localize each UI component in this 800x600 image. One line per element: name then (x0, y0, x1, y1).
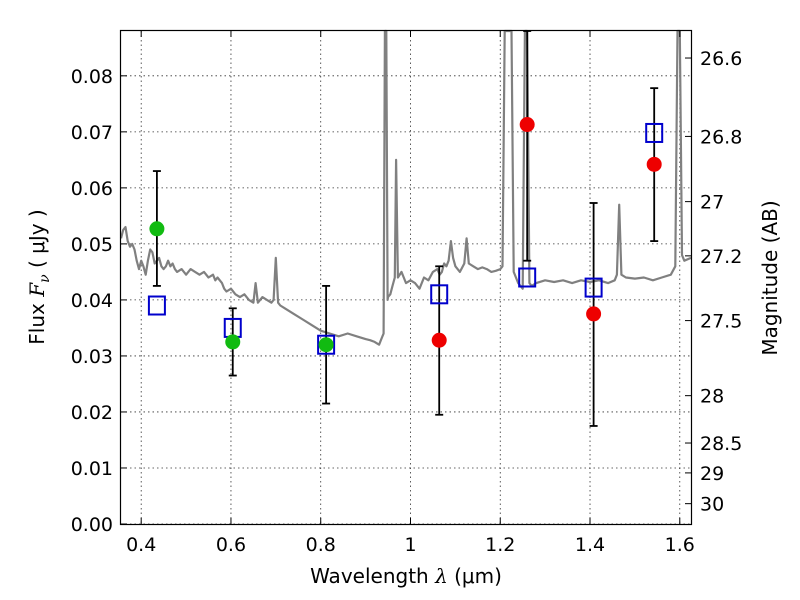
model-box-point (147, 295, 166, 316)
x-tick-label: 0.8 (306, 534, 336, 556)
model-box-point (645, 122, 664, 143)
mag-tick-label: 27.5 (700, 311, 742, 333)
mag-tick-label: 26.8 (700, 126, 742, 148)
x-tick-label: 0.6 (216, 534, 246, 556)
y-tick-label: 0.03 (71, 346, 113, 368)
model-box-point (584, 277, 603, 298)
y-tick-label: 0.00 (71, 514, 113, 536)
mag-tick-label: 28 (700, 386, 724, 408)
error-bars (152, 30, 659, 427)
y-tick-label: 0.05 (71, 234, 113, 256)
model-box-point (430, 284, 449, 305)
x-tick-label: 0.4 (126, 534, 156, 556)
mag-tick-label: 27 (700, 192, 724, 214)
detection-point (318, 337, 334, 353)
detection-point (586, 306, 602, 322)
y-tick-label: 0.08 (71, 66, 113, 88)
y-tick-label: 0.01 (71, 458, 113, 480)
mag-tick-label: 26.6 (700, 48, 742, 70)
detection-point (431, 332, 447, 348)
detection-point (225, 334, 241, 350)
y-axis-label: Flux Fν ( μJy ) (25, 209, 53, 344)
x-tick-label: 1.2 (485, 534, 515, 556)
plot-frame (119, 29, 693, 526)
y-tick-label: 0.06 (71, 178, 113, 200)
y-tick-label: 0.02 (71, 402, 113, 424)
y-tick-label: 0.04 (71, 290, 113, 312)
detection-point (519, 117, 535, 133)
x-axis-label: Wavelength λ (μm) (310, 564, 502, 588)
detection-point (149, 221, 165, 237)
detection-point (646, 156, 662, 172)
x-tick-label: 1.6 (665, 534, 695, 556)
y-tick-label: 0.07 (71, 122, 113, 144)
axis-ticks: 0.4 0.6 0.8 1 1.2 1.4 1.6 0.00 0.01 0.02 0.03 0.04 0… (71, 31, 742, 556)
model-box-point (518, 267, 537, 288)
x-tick-label: 1.4 (575, 534, 605, 556)
grid (121, 31, 691, 525)
detection-series (149, 117, 662, 353)
mag-tick-label: 29 (700, 463, 724, 485)
model-box-point (317, 334, 336, 355)
mag-tick-label: 27.2 (700, 246, 742, 268)
mag-tick-label: 28.5 (700, 433, 742, 455)
x-tick-label: 1 (404, 534, 416, 556)
y2-axis-label: Magnitude (AB) (758, 200, 782, 355)
model-box-series (147, 122, 664, 355)
mag-tick-label: 30 (700, 494, 724, 516)
